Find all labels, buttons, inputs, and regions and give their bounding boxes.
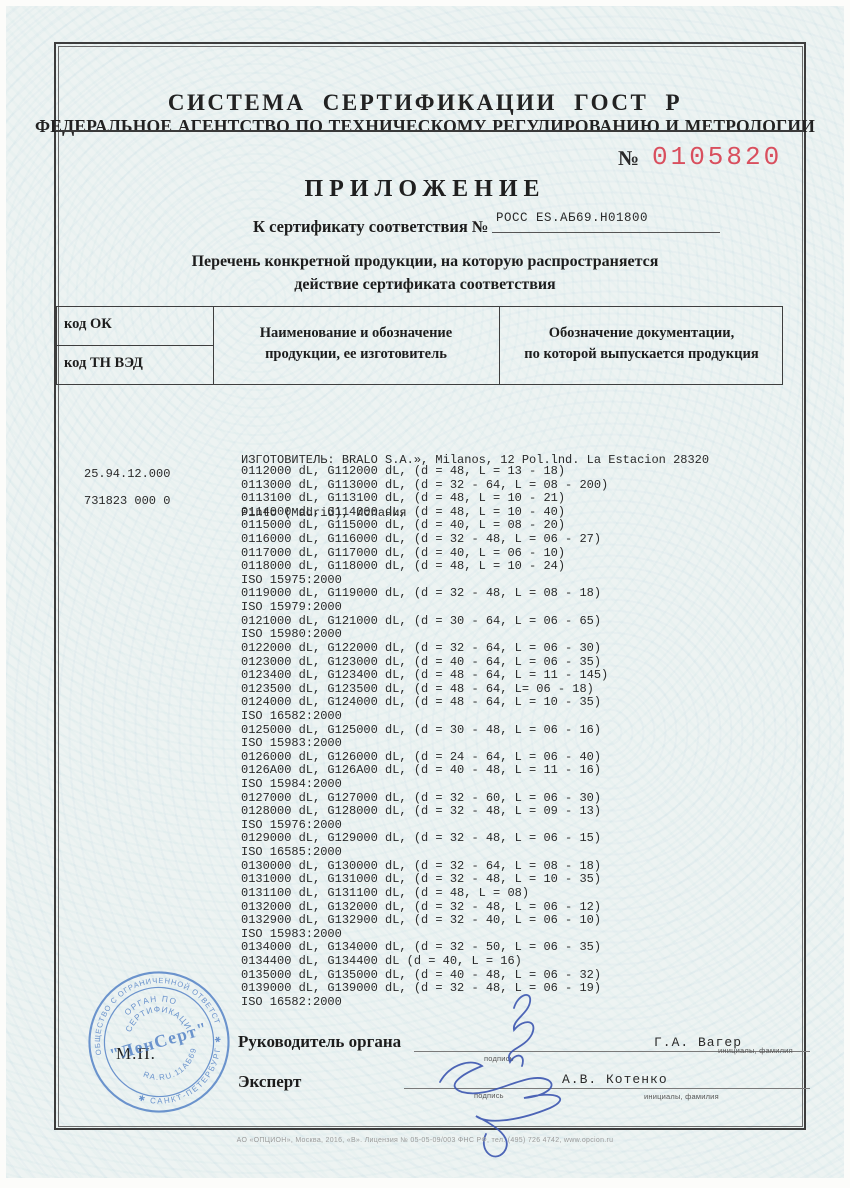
product-line: 0135000 dL, G135000 dL, (d = 40 - 48, L … bbox=[241, 967, 602, 982]
product-line: ISO 16585:2000 bbox=[241, 845, 342, 860]
blank-number-value: 0105820 bbox=[652, 142, 783, 172]
page-border-inner-line bbox=[57, 45, 803, 1127]
certificate-reference-label: К сертификату соответствия № bbox=[253, 217, 489, 236]
product-list: 0112000 dL, G112000 dL, (d = 48, L = 13 … bbox=[241, 464, 609, 1009]
product-line: 0116000 dL, G116000 dL, (d = 32 - 48, L … bbox=[241, 532, 602, 547]
header-product-name-line2: продукции, ее изготовитель bbox=[265, 346, 447, 362]
subtitle-line-2: действие сертификата соответствия bbox=[294, 276, 556, 293]
product-line: ISO 15979:2000 bbox=[241, 600, 342, 615]
expert-name-caption: инициалы, фамилия bbox=[644, 1092, 719, 1101]
document-sheet: СИСТЕМА СЕРТИФИКАЦИИ ГОСТ Р ФЕДЕРАЛЬНОЕ … bbox=[6, 6, 844, 1178]
product-line: 0121000 dL, G121000 dL, (d = 30 - 64, L … bbox=[241, 613, 602, 628]
product-line: ISO 15975:2000 bbox=[241, 572, 342, 587]
manufacturer-line2: Pinto (Madrid), Испания bbox=[241, 505, 407, 520]
product-line: 0119000 dL, G119000 dL, (d = 32 - 48, L … bbox=[241, 586, 602, 601]
manufacturer-block: ИЗГОТОВИТЕЛЬ: BRALO S.A.», Milanos, 12 P… bbox=[241, 417, 709, 557]
print-shop-footer: АО «ОПЦИОН», Москва, 2016, «В». Лицензия… bbox=[236, 1137, 614, 1144]
head-signature-caption: подпись bbox=[484, 1054, 514, 1063]
product-line: 0118000 dL, G118000 dL, (d = 48, L = 10 … bbox=[241, 559, 566, 574]
header-documentation-line2: по которой выпускается продукция bbox=[524, 346, 759, 362]
table-vertical-divider-1 bbox=[213, 307, 214, 384]
product-line: 0128000 dL, G128000 dL, (d = 32 - 48, L … bbox=[241, 804, 602, 819]
agency-title: ФЕДЕРАЛЬНОЕ АГЕНТСТВО ПО ТЕХНИЧЕСКОМУ РЕ… bbox=[34, 116, 816, 136]
head-signature-line bbox=[414, 1051, 810, 1052]
head-of-body-label: Руководитель органа bbox=[238, 1032, 402, 1051]
products-header-table: код ОК код ТН ВЭД Наименование и обознач… bbox=[56, 306, 783, 385]
product-line: 0129000 dL, G129000 dL, (d = 32 - 48, L … bbox=[241, 831, 602, 846]
stamp-place-label: М.П. bbox=[116, 1044, 156, 1063]
product-line: 0114000 dL, G114000 dL, (d = 48, L = 10 … bbox=[241, 504, 566, 519]
product-line: ISO 15983:2000 bbox=[241, 736, 342, 751]
expert-signature-caption: подпись bbox=[474, 1091, 504, 1100]
header-divider bbox=[56, 130, 804, 132]
product-line: 0132000 dL, G132000 dL, (d = 32 - 48, L … bbox=[241, 899, 602, 914]
product-line: ISO 15976:2000 bbox=[241, 817, 342, 832]
product-line: 0115000 dL, G115000 dL, (d = 40, L = 08 … bbox=[241, 518, 566, 533]
product-line: 0132900 dL, G132900 dL, (d = 32 - 40, L … bbox=[241, 913, 602, 928]
product-line: 0126000 dL, G126000 dL, (d = 24 - 64, L … bbox=[241, 749, 602, 764]
certificate-number-underline bbox=[492, 232, 720, 233]
blank-number-label: № bbox=[618, 146, 640, 170]
header-tnved-code: код ТН ВЭД bbox=[64, 355, 143, 371]
manufacturer-line1: ИЗГОТОВИТЕЛЬ: BRALO S.A.», Milanos, 12 P… bbox=[241, 453, 710, 467]
document-title: ПРИЛОЖЕНИЕ bbox=[304, 176, 546, 202]
product-line: 0126A00 dL, G126A00 dL, (d = 40 - 48, L … bbox=[241, 763, 602, 778]
product-line: 0123500 dL, G123500 dL, (d = 48 - 64, L=… bbox=[241, 681, 594, 696]
product-line: 0131000 dL, G131000 dL, (d = 32 - 48, L … bbox=[241, 872, 602, 887]
expert-signature-line bbox=[404, 1088, 810, 1089]
product-line: 0134000 dL, G134000 dL, (d = 32 - 50, L … bbox=[241, 940, 602, 955]
header-product-name: Наименование и обозначение продукции, ее… bbox=[213, 323, 499, 365]
certification-body-stamp: ОБЩЕСТВО С ОГРАНИЧЕННОЙ ОТВЕТСТВЕННОСТЬЮ… bbox=[68, 954, 237, 1113]
product-line: 0127000 dL, G127000 dL, (d = 32 - 60, L … bbox=[241, 790, 602, 805]
product-line: 0139000 dL, G139000 dL, (d = 32 - 48, L … bbox=[241, 981, 602, 996]
product-line: 0131100 dL, G131100 dL, (d = 48, L = 08) bbox=[241, 885, 530, 900]
product-line: ISO 16582:2000 bbox=[241, 994, 342, 1009]
expert-label: Эксперт bbox=[238, 1072, 302, 1091]
product-line: 0113000 dL, G113000 dL, (d = 32 - 64, L … bbox=[241, 477, 609, 492]
tnved-code-value: 731823 000 0 bbox=[84, 494, 171, 508]
system-title: СИСТЕМА СЕРТИФИКАЦИИ ГОСТ Р bbox=[167, 90, 683, 115]
product-line: 0123400 dL, G123400 dL, (d = 48 - 64, L … bbox=[241, 668, 609, 683]
table-left-cell-divider bbox=[57, 345, 213, 346]
page-border-frame bbox=[54, 42, 806, 1130]
product-line: 0124000 dL, G124000 dL, (d = 48 - 64, L … bbox=[241, 695, 602, 710]
header-documentation-line1: Обозначение документации, bbox=[548, 325, 735, 341]
product-line: ISO 16582:2000 bbox=[241, 708, 342, 723]
subtitle-line-1: Перечень конкретной продукции, на котору… bbox=[191, 253, 659, 270]
head-name-caption: инициалы, фамилия bbox=[718, 1046, 793, 1055]
expert-name: А.В. Котенко bbox=[562, 1072, 668, 1087]
header-documentation: Обозначение документации, по которой вып… bbox=[499, 323, 784, 365]
product-line: 0123000 dL, G123000 dL, (d = 40 - 64, L … bbox=[241, 654, 602, 669]
header-ok-code: код ОК bbox=[64, 316, 112, 332]
product-line: 0112000 dL, G112000 dL, (d = 48, L = 13 … bbox=[241, 464, 566, 478]
product-line: 0117000 dL, G117000 dL, (d = 40, L = 06 … bbox=[241, 545, 566, 560]
product-line: 0134400 dL, G134400 dL (d = 40, L = 16) bbox=[241, 953, 522, 968]
head-name: Г.А. Вагер bbox=[654, 1035, 743, 1050]
ok-code-value: 25.94.12.000 bbox=[84, 467, 171, 481]
product-line: 0130000 dL, G130000 dL, (d = 32 - 64, L … bbox=[241, 858, 602, 873]
product-line: 0122000 dL, G122000 dL, (d = 32 - 64, L … bbox=[241, 640, 602, 655]
product-line: ISO 15983:2000 bbox=[241, 926, 342, 941]
product-line: ISO 15984:2000 bbox=[241, 777, 342, 792]
product-line: ISO 15980:2000 bbox=[241, 627, 342, 642]
certificate-number: РОСС ES.АБ69.Н01800 bbox=[496, 211, 649, 225]
table-vertical-divider-2 bbox=[499, 307, 500, 384]
product-line: 0113100 dL, G113100 dL, (d = 48, L = 10 … bbox=[241, 491, 566, 506]
header-product-name-line1: Наименование и обозначение bbox=[259, 325, 453, 341]
product-line: 0125000 dL, G125000 dL, (d = 30 - 48, L … bbox=[241, 722, 602, 737]
